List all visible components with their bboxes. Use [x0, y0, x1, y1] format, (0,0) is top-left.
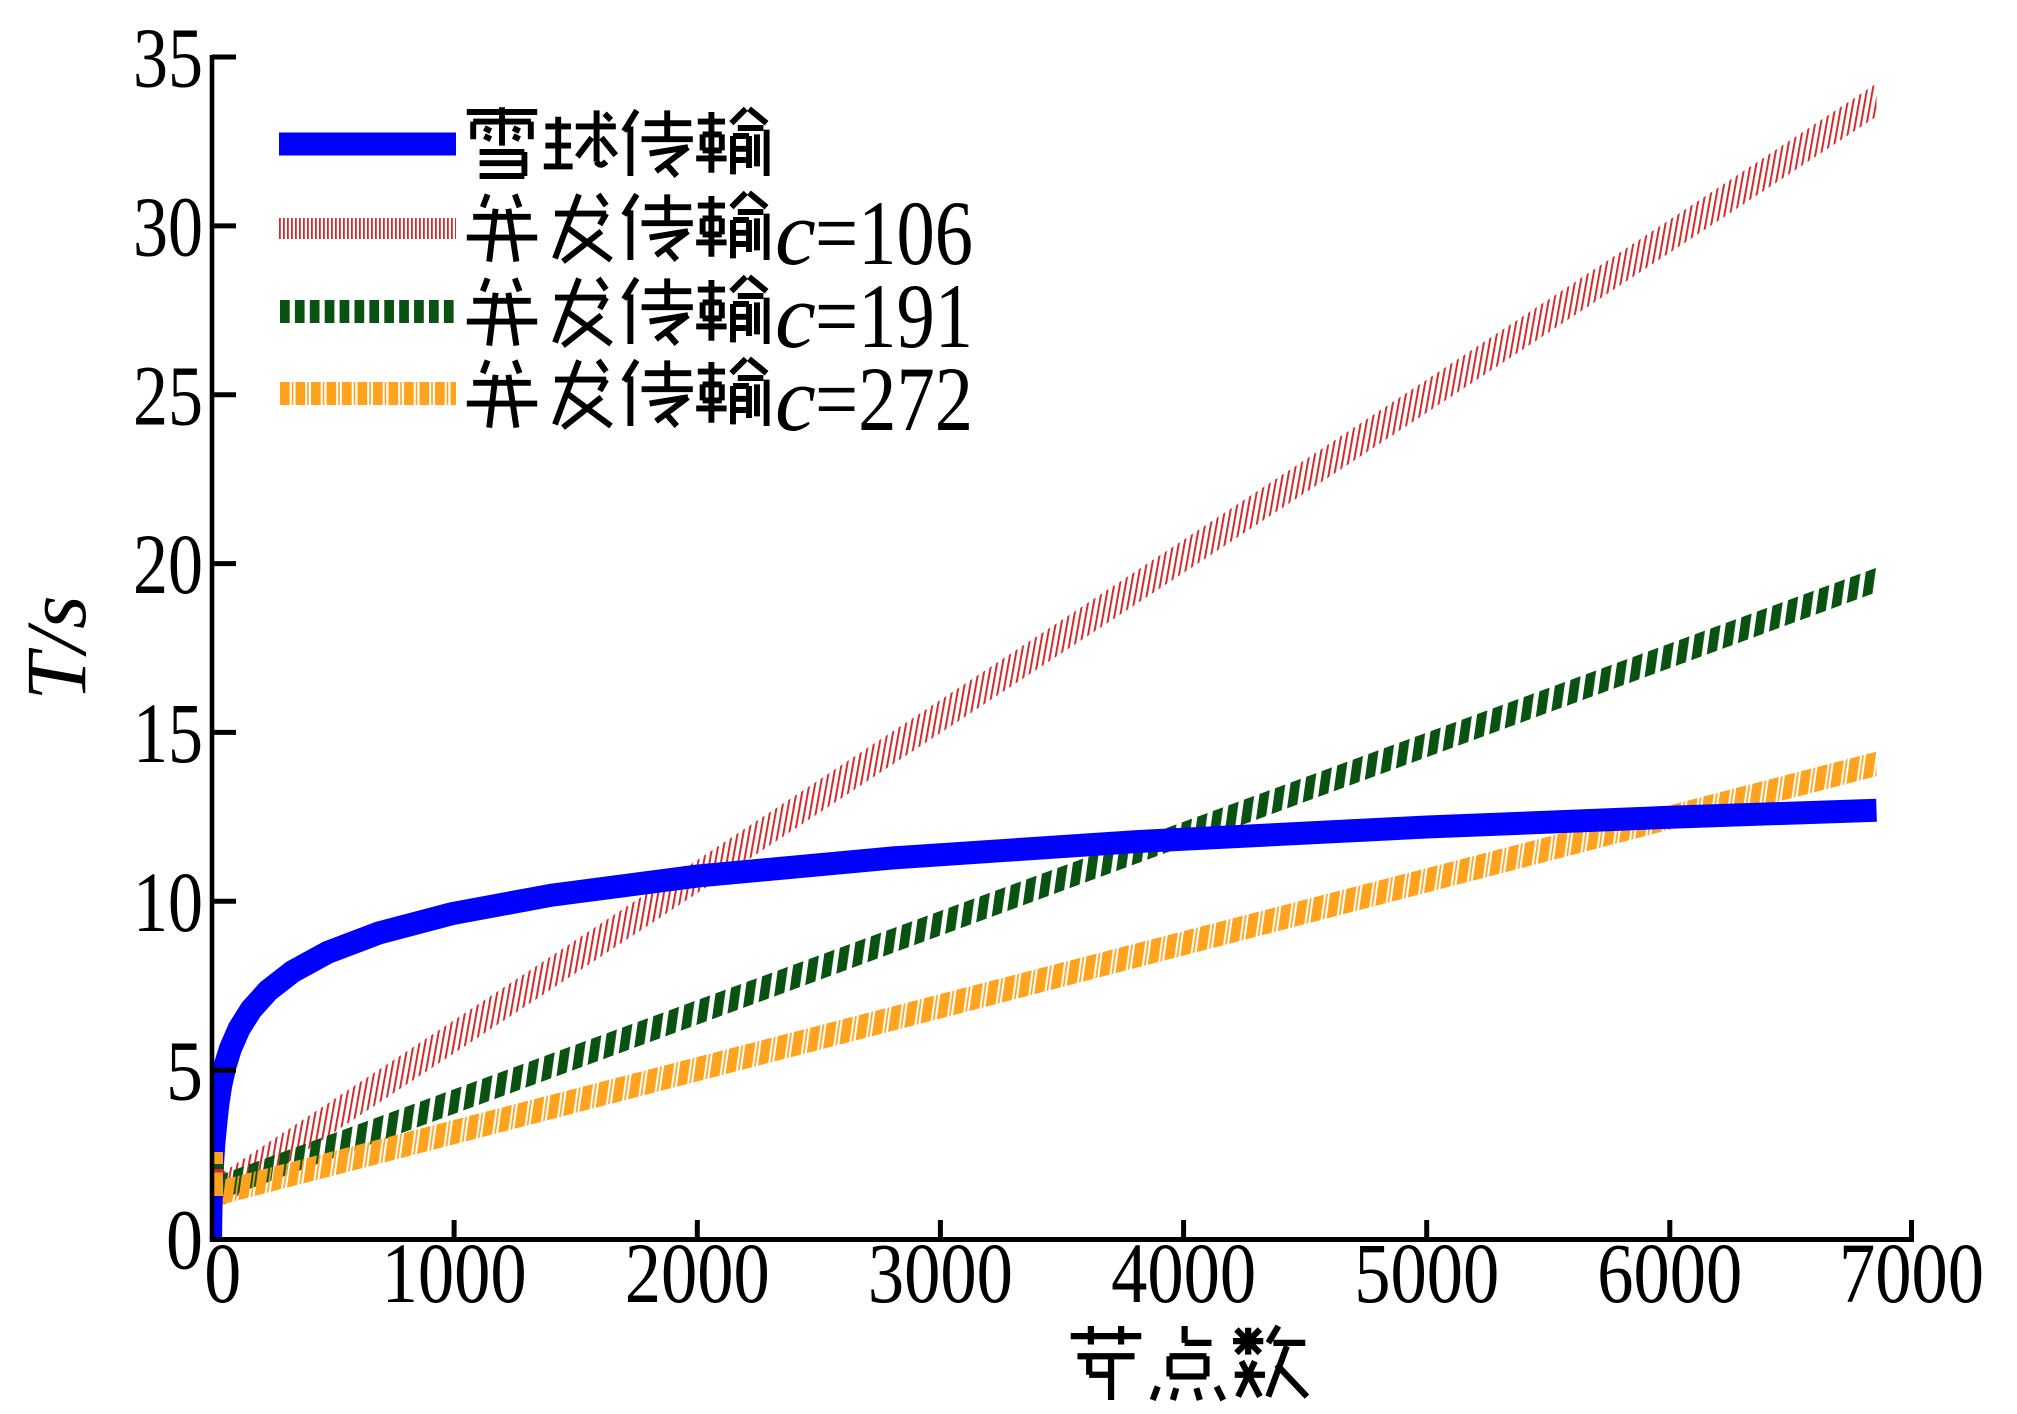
- svg-text:1000: 1000: [382, 1225, 527, 1321]
- svg-text:5000: 5000: [1354, 1225, 1499, 1321]
- svg-text:7000: 7000: [1839, 1225, 1984, 1321]
- svg-text:c: c: [775, 182, 816, 284]
- svg-text:2000: 2000: [625, 1225, 770, 1321]
- svg-text:c: c: [775, 348, 816, 450]
- svg-text:25: 25: [133, 347, 203, 443]
- svg-text:=272: =272: [815, 348, 973, 450]
- svg-text:0: 0: [204, 1225, 241, 1321]
- svg-text:5: 5: [166, 1023, 203, 1119]
- svg-text:4000: 4000: [1111, 1225, 1256, 1321]
- svg-text:=191: =191: [815, 265, 973, 367]
- svg-text:15: 15: [133, 685, 203, 781]
- svg-text:35: 35: [133, 10, 203, 106]
- svg-text:=106: =106: [815, 182, 973, 284]
- svg-text:c: c: [775, 265, 816, 367]
- svg-text:6000: 6000: [1597, 1225, 1742, 1321]
- svg-text:0: 0: [166, 1192, 203, 1288]
- svg-text:3000: 3000: [868, 1225, 1013, 1321]
- svg-text:T/s: T/s: [8, 595, 104, 700]
- svg-text:20: 20: [133, 516, 203, 612]
- svg-text:30: 30: [133, 178, 203, 274]
- svg-text:10: 10: [133, 854, 203, 950]
